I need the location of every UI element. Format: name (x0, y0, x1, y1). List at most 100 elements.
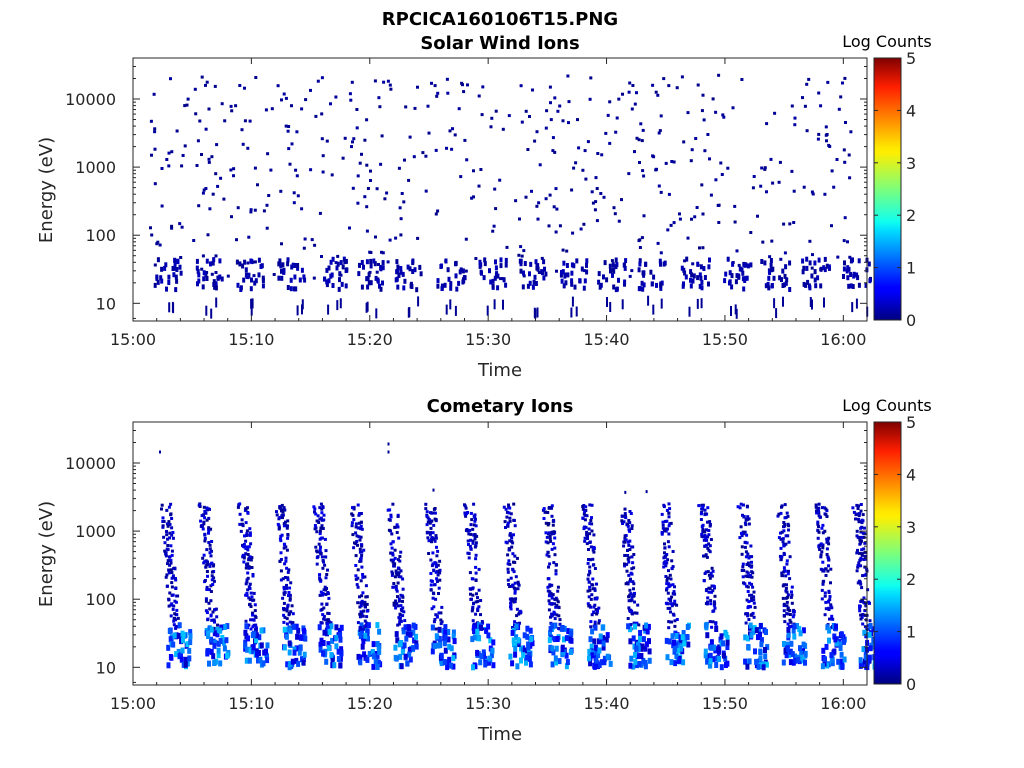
heatmap-cell (247, 566, 251, 570)
heatmap-cell (438, 559, 442, 563)
heatmap-cell (752, 175, 756, 178)
heatmap-cell (210, 618, 214, 622)
heatmap-cell (344, 283, 348, 289)
heatmap-cell (434, 148, 438, 152)
heatmap-cell (628, 510, 632, 513)
heatmap-cell (359, 512, 363, 515)
heatmap-cell (709, 639, 714, 646)
heatmap-cell (352, 546, 356, 550)
heatmap-cell (855, 503, 859, 507)
heatmap-cell (297, 649, 302, 656)
heatmap-cell (302, 627, 306, 634)
heatmap-cell (641, 128, 645, 132)
heatmap-cell (808, 285, 812, 291)
heatmap-cell (855, 551, 859, 555)
heatmap-cell (548, 534, 552, 538)
heatmap-cell (713, 602, 717, 605)
heatmap-cell (517, 253, 521, 257)
heatmap-cell (810, 273, 814, 279)
heatmap-cell (550, 547, 554, 551)
heatmap-cell (824, 507, 828, 511)
heatmap-cell (505, 510, 509, 514)
heatmap-cell (665, 654, 670, 661)
heatmap-cell (548, 562, 552, 566)
heatmap-cell (169, 513, 173, 517)
heatmap-cell (780, 571, 784, 575)
heatmap-cell (221, 639, 226, 646)
heatmap-cell (830, 660, 835, 667)
heatmap-cell (719, 664, 724, 671)
heatmap-cell (474, 541, 478, 545)
heatmap-cell (587, 527, 591, 531)
heatmap-cell (287, 594, 290, 598)
heatmap-cell (554, 645, 559, 652)
heatmap-cell (783, 273, 787, 279)
heatmap-cell (681, 659, 686, 666)
heatmap-cell (790, 601, 794, 605)
heatmap-cell (708, 520, 712, 524)
heatmap-cell (703, 530, 707, 534)
heatmap-cell (491, 662, 496, 669)
heatmap-cell (381, 251, 385, 255)
heatmap-cell (160, 167, 164, 170)
heatmap-cell (209, 590, 213, 593)
heatmap-cell (323, 555, 327, 559)
heatmap-cell (433, 561, 437, 565)
heatmap-cell (256, 657, 260, 664)
heatmap-cell (168, 536, 171, 540)
heatmap-cell (363, 632, 368, 639)
heatmap-cell (820, 588, 824, 592)
heatmap-cell (651, 83, 655, 87)
heatmap-cell (325, 279, 329, 285)
heatmap-cell (408, 266, 412, 272)
heatmap-cell (165, 286, 168, 292)
heatmap-cell (355, 534, 359, 538)
heatmap-cell (699, 264, 703, 270)
heatmap-cell (710, 625, 714, 629)
heatmap-cell (631, 84, 635, 87)
heatmap-cell (595, 219, 599, 223)
heatmap-cell (329, 621, 333, 625)
heatmap-cell (213, 84, 217, 88)
heatmap-cell (855, 529, 859, 533)
heatmap-cell (253, 280, 257, 286)
heatmap-cell (262, 209, 266, 213)
heatmap-cell (585, 533, 589, 537)
heatmap-cell (180, 164, 184, 168)
heatmap-cell (589, 519, 593, 522)
heatmap-cell (650, 281, 654, 287)
heatmap-cell (856, 581, 860, 585)
heatmap-cell (822, 569, 826, 573)
heatmap-cell (588, 636, 593, 643)
heatmap-cell (439, 618, 443, 622)
heatmap-cell (398, 206, 402, 210)
heatmap-cell (863, 613, 867, 617)
heatmap-cell (375, 664, 380, 670)
heatmap-cell (242, 543, 246, 546)
heatmap-cell (698, 272, 702, 278)
heatmap-cell (403, 619, 407, 623)
heatmap-cell (329, 102, 332, 106)
heatmap-cell (821, 543, 825, 547)
heatmap-cell (580, 266, 584, 272)
heatmap-cell (703, 149, 707, 153)
heatmap-cell (193, 87, 197, 91)
heatmap-cell (312, 505, 316, 509)
heatmap-cell (244, 582, 248, 586)
heatmap-cell (830, 614, 834, 618)
heatmap-cell (521, 284, 525, 290)
heatmap-cell (746, 263, 750, 269)
heatmap-cell (464, 514, 468, 518)
heatmap-cell (199, 524, 203, 528)
heatmap-cell (628, 529, 632, 533)
heatmap-cell (700, 279, 704, 285)
heatmap-cell (666, 576, 670, 580)
heatmap-cell (589, 625, 593, 629)
heatmap-cell (322, 629, 327, 636)
heatmap-cell (585, 269, 589, 275)
heatmap-cell (635, 662, 639, 669)
heatmap-cell (854, 517, 857, 521)
heatmap-cell (358, 262, 361, 268)
heatmap-cell (826, 569, 830, 573)
heatmap-cell (435, 545, 438, 549)
